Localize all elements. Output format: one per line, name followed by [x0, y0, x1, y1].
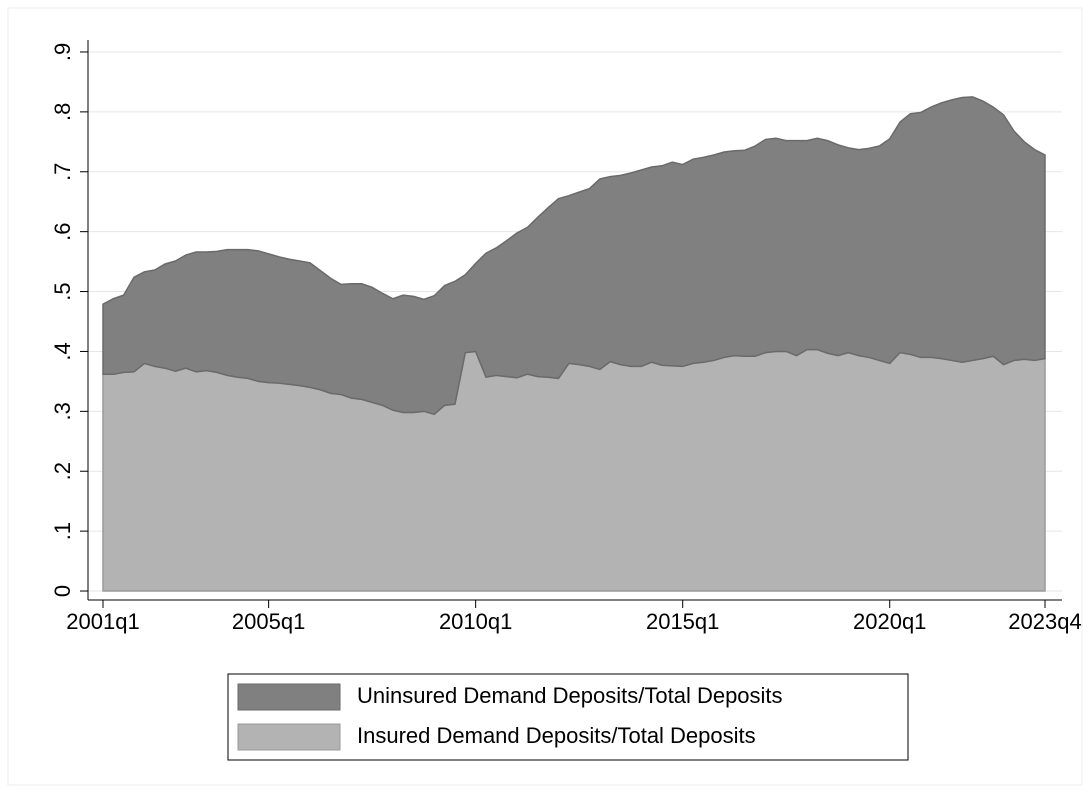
y-tick-label: .2	[50, 462, 75, 480]
area	[102, 96, 1046, 416]
x-tick-label: 2023q4	[1008, 609, 1081, 634]
legend-swatch	[237, 683, 341, 711]
y-tick-label: .7	[50, 163, 75, 181]
x-tick-label: 2005q1	[232, 609, 305, 634]
legend	[227, 673, 909, 761]
x-tick-label: 2015q1	[646, 609, 719, 634]
y-tick-label: .3	[50, 402, 75, 420]
y-tick-label: .6	[50, 222, 75, 240]
y-tick-label: .1	[50, 522, 75, 540]
y-tick-label: .4	[50, 342, 75, 360]
legend-swatch	[237, 723, 341, 751]
y-tick-label: .9	[50, 43, 75, 61]
y-tick-label: .8	[50, 103, 75, 121]
x-tick-label: 2001q1	[66, 609, 139, 634]
area	[102, 348, 1046, 592]
legend-label: Uninsured Demand Deposits/Total Deposits	[357, 683, 783, 708]
x-tick-label: 2020q1	[853, 609, 926, 634]
y-tick-label: 0	[50, 585, 75, 597]
y-tick-label: .5	[50, 282, 75, 300]
legend-label: Insured Demand Deposits/Total Deposits	[357, 723, 756, 748]
x-tick-label: 2010q1	[439, 609, 512, 634]
